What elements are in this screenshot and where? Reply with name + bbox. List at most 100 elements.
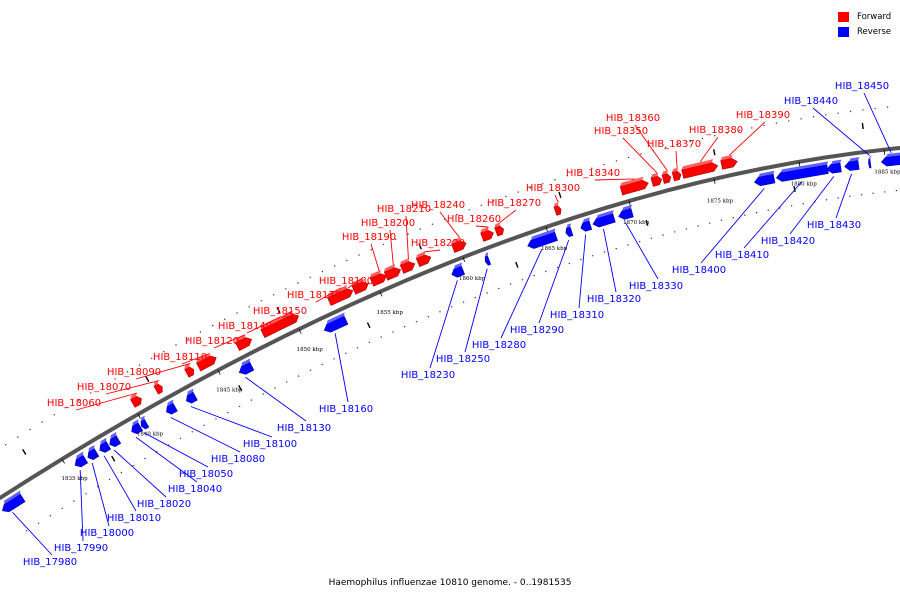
guide-dot [521,279,523,281]
guide-dot [215,418,217,420]
guide-dot [825,199,828,201]
guide-dot [90,392,92,394]
track-marker [645,219,649,226]
guide-dot [77,399,80,401]
guide-dot [144,457,146,460]
leader-line-reverse [190,406,273,438]
gene-feature-reverse [87,444,100,460]
guide-dot [272,294,275,296]
gene-feature-reverse [880,152,900,167]
gene-feature-forward [234,333,253,351]
guide-dot [370,249,372,251]
gene-body [87,448,100,460]
gene-label-reverse: HIB_17980 [23,557,77,568]
guide-dot [628,156,630,159]
gene-body [238,361,255,375]
scale-tick-label: 1880 kbp [791,182,818,188]
gene-body [619,179,649,196]
gene-feature-forward [130,392,142,408]
leader-line-reverse [170,417,241,453]
guide-dot [431,223,434,225]
gene-label-reverse: HIB_18040 [168,484,222,495]
guide-dot [73,500,75,502]
guide-dot [415,321,418,323]
guide-dot [108,478,111,481]
leader-line-forward [105,380,160,395]
guide-dot [41,421,43,423]
scale-tick [628,200,631,206]
gene-body [661,173,672,184]
gene-top [326,312,345,325]
guide-dot [517,191,519,193]
gene-top [661,170,669,175]
gene-label-forward: HIB_18220 [411,238,465,249]
leader-line-reverse [91,462,110,527]
gene-body [553,205,562,216]
guide-dot [638,240,641,243]
guide-dot [297,282,299,284]
dotted-guides [5,106,898,532]
guide-dot [763,124,765,127]
guide-dot [872,192,874,194]
leader-line-reverse [113,449,167,498]
leader-line-forward [634,124,668,171]
guide-dot [274,387,276,389]
guide-dot [895,189,898,192]
gene-top [370,270,381,278]
guide-dot [640,153,642,155]
guide-dot [29,428,31,431]
leader-line-reverse [789,176,835,235]
gene-label-reverse: HIB_18080 [211,454,265,465]
track-marker [276,307,281,314]
gene-labels: HIB_18060 HIB_18070 HIB_18090 HIB_18110 HIB_… [23,81,889,568]
gene-label-forward: HIB_18260 [447,214,501,225]
gene-top [885,152,900,158]
guide-dot [591,167,593,169]
guide-dot [802,203,804,205]
gene-body [592,213,616,228]
guide-dot [480,204,483,206]
guide-dot [120,471,123,474]
gene-feature-forward [326,285,354,306]
guide-dot [382,243,385,246]
tick-marks: 1835 kbp 1840 kbp 1845 kbp 1850 kbp 1855 kbp… [22,122,900,482]
guide-dot [260,300,263,302]
gene-feature-forward [650,172,663,187]
leader-line-reverse [103,455,137,512]
gene-top [848,157,860,162]
guide-dot [356,347,359,349]
leader-line-reverse [334,333,349,403]
gene-top [88,444,95,452]
gene-label-reverse: HIB_18280 [472,340,526,351]
guide-dot [674,231,676,233]
gene-top [868,155,872,160]
scale-tick [713,178,716,184]
leader-line-forward [213,334,245,349]
guide-dot [701,137,704,140]
guide-dot [126,371,128,373]
gene-label-forward: HIB_18070 [77,382,131,393]
leader-line-reverse [135,436,198,483]
guide-dot [662,234,664,236]
gene-label-forward: HIB_18180 [319,276,373,287]
guide-dot [227,411,229,414]
guide-dot [248,306,250,308]
guide-dot [486,292,488,294]
leader-line-reverse [603,228,617,293]
guide-dot [238,405,241,407]
gene-top [130,392,137,400]
gene-feature-reverse [131,419,143,435]
guide-dot [755,211,758,214]
guide-dot [709,222,711,224]
guide-dot [61,507,63,510]
scale-tick [379,291,383,297]
scale-tick-label: 1870 kbp [623,220,650,226]
gene-top [780,161,829,173]
gene-label-reverse: HIB_18230 [401,370,455,381]
gene-body [109,435,122,447]
gene-body [565,226,574,238]
gene-body [383,267,402,281]
gene-feature-reverse [99,437,112,453]
track-marker [22,449,27,455]
gene-label-reverse: HIB_18330 [629,281,683,292]
